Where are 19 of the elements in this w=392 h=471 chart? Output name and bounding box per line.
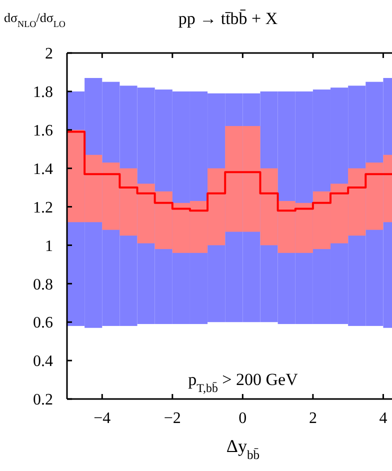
x-tick-label: −2	[164, 410, 181, 427]
x-tick-label: 0	[238, 410, 247, 427]
x-tick-label: 2	[308, 410, 317, 427]
y-axis-title: dσ$_{NLO}$/dσ$_{LO}$	[4, 10, 66, 29]
x-tick-label: 4	[379, 410, 388, 427]
x-tick-label: −4	[94, 410, 111, 427]
x-axis-title: Δy$_{bb̄}$	[226, 436, 260, 462]
y-tick-label: 1.6	[33, 122, 53, 140]
y-tick-label: 0.6	[33, 314, 53, 332]
y-tick-label: 2	[45, 46, 53, 63]
annotation: p$_{T,bb̄}$ > 200 GeV	[188, 370, 299, 395]
y-tick-label: 1.4	[33, 160, 53, 178]
y-tick-label: 1	[45, 238, 53, 255]
y-tick-label: 1.8	[33, 84, 53, 102]
y-tick-label: 0.2	[33, 392, 53, 409]
chart-title: pp → tt̄bb̄ + X	[178, 9, 278, 28]
y-tick-label: 0.8	[33, 276, 53, 294]
y-tick-label: 0.4	[33, 353, 53, 370]
y-tick-label: 1.2	[33, 199, 53, 216]
